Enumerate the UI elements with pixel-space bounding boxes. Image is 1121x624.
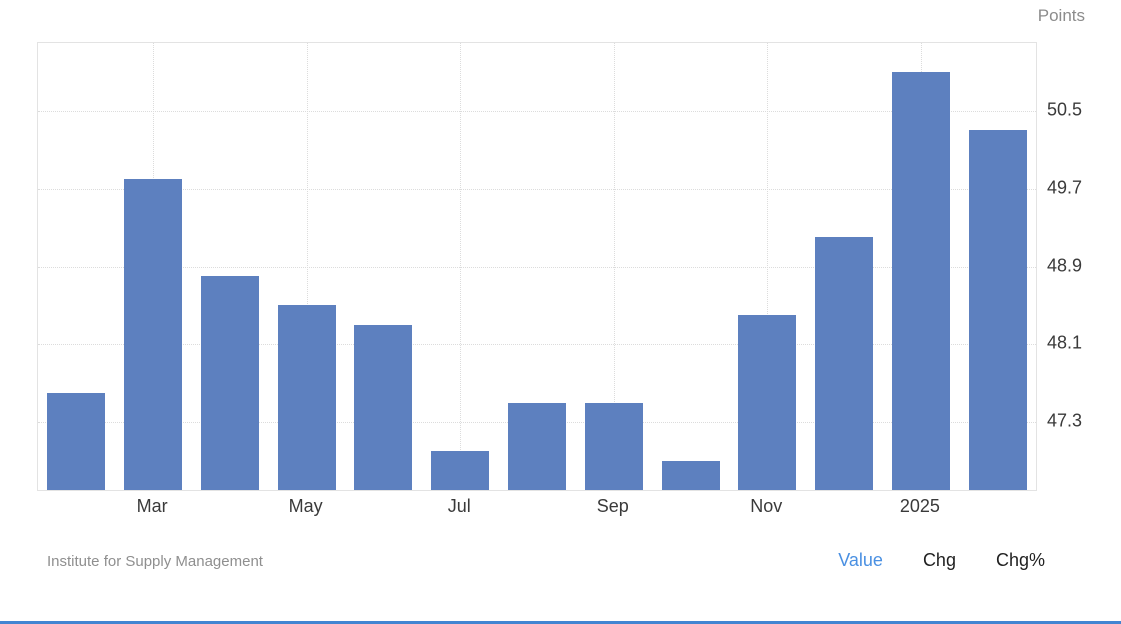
bar-sep-2024[interactable]	[584, 402, 643, 490]
chg-tab[interactable]: Chg	[922, 550, 956, 570]
horizontal-gridline	[38, 266, 1036, 268]
x-tick-label: 2025	[899, 496, 940, 516]
x-tick-label: Nov	[750, 496, 783, 516]
bar-dec-2024[interactable]	[815, 237, 874, 490]
bottom-accent-line	[0, 621, 1121, 624]
horizontal-gridline	[38, 344, 1036, 346]
vertical-gridline	[306, 43, 308, 490]
y-tick-label: 48.9	[1047, 255, 1083, 275]
bar-jun-2024[interactable]	[354, 324, 413, 490]
footer-links: Value Chg Chg%	[838, 550, 1045, 571]
y-axis-labels: 47.3 48.1 48.9 49.7 50.5	[1047, 42, 1117, 491]
y-tick-label: 48.1	[1047, 332, 1083, 353]
bar-nov-2024[interactable]	[738, 315, 797, 490]
bar-oct-2024[interactable]	[661, 460, 720, 490]
x-tick-label: Sep	[596, 496, 629, 516]
vertical-gridline	[767, 43, 769, 490]
x-axis-labels: Mar May Jul Sep Nov 2025	[37, 496, 1037, 522]
source-attribution: Institute for Supply Management	[47, 553, 263, 570]
y-tick-label: 49.7	[1047, 177, 1083, 198]
x-tick-label: Mar	[136, 496, 168, 516]
bar-feb-2025[interactable]	[968, 130, 1027, 490]
chg-percent-tab[interactable]: Chg%	[995, 550, 1045, 570]
y-tick-label: 47.3	[1047, 410, 1083, 431]
vertical-gridline	[613, 43, 615, 490]
x-tick-label: May	[288, 496, 323, 516]
bar-jan-2025[interactable]	[891, 72, 950, 490]
horizontal-gridline	[38, 188, 1036, 190]
horizontal-gridline	[38, 111, 1036, 113]
bar-apr-2024[interactable]	[200, 276, 259, 490]
bar-mar-2024[interactable]	[124, 179, 183, 490]
bar-feb-2024[interactable]	[47, 392, 106, 490]
vertical-gridline	[460, 43, 462, 490]
bar-jul-2024[interactable]	[431, 451, 490, 490]
bar-aug-2024[interactable]	[508, 402, 566, 490]
y-tick-label: 50.5	[1047, 99, 1083, 120]
plot-area	[37, 42, 1037, 491]
x-tick-label: Jul	[447, 496, 471, 516]
value-tab[interactable]: Value	[838, 550, 883, 570]
y-axis-title: Points	[1037, 6, 1085, 25]
bar-may-2024[interactable]	[277, 305, 336, 490]
